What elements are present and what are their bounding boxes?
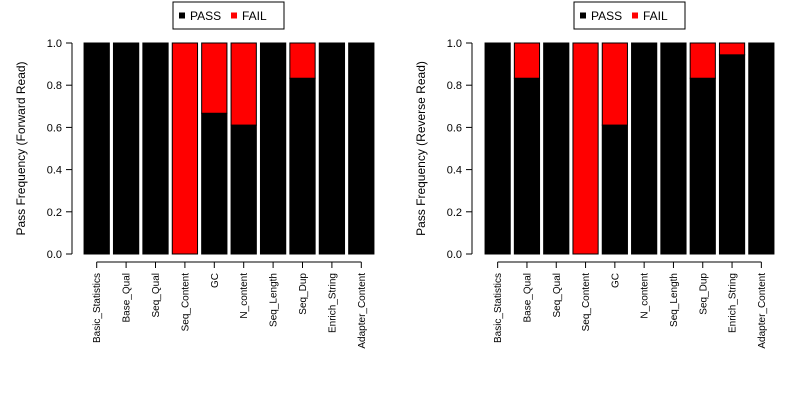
x-tick-label-n-content: N_content	[640, 273, 651, 319]
x-tick-label-seq-length: Seq_Length	[269, 273, 280, 327]
bar-pass-seq-length	[259, 42, 287, 255]
y-tick-label: 0.4	[447, 165, 462, 177]
bar-pass-gc	[601, 124, 628, 255]
bar-pass-basic-statistics	[484, 42, 511, 255]
x-tick-label-seq-qual: Seq_Qual	[552, 273, 563, 317]
x-tick-label-enrich-string: Enrich_String	[327, 273, 338, 333]
x-tick-label-adapter-content: Adapter_Content	[357, 273, 368, 349]
y-axis-label: Pass Frequency (Reverse Read)	[414, 61, 428, 236]
x-tick-label-basic-statistics: Basic_Statistics	[92, 273, 103, 343]
x-tick-label-base-qual: Base_Qual	[522, 273, 533, 322]
legend: PASS FAIL	[573, 1, 686, 30]
legend-swatch-pass	[580, 12, 586, 19]
bar-pass-base-qual	[513, 77, 541, 255]
bar-fail-seq-dup	[289, 42, 316, 79]
x-tick-label-seq-dup: Seq_Dup	[298, 273, 309, 315]
bar-pass-n-content	[631, 42, 658, 255]
y-tick-label: 0.6	[47, 122, 62, 134]
x-tick-label-seq-dup: Seq_Dup	[698, 273, 709, 315]
x-tick-label-seq-content: Seq_Content	[180, 273, 191, 332]
bar-pass-seq-length	[660, 42, 687, 255]
legend-box	[172, 1, 285, 30]
x-tick-label-base-qual: Base_Qual	[122, 273, 133, 322]
bar-pass-seq-dup	[689, 77, 716, 255]
bar-fail-seq-dup	[689, 42, 716, 79]
x-tick-label-adapter-content: Adapter_Content	[757, 273, 768, 349]
bar-pass-seq-qual	[142, 42, 169, 255]
x-tick-label-seq-qual: Seq_Qual	[151, 273, 162, 317]
y-tick-label: 0.8	[47, 80, 62, 92]
bar-pass-basic-statistics	[83, 42, 110, 255]
x-tick-label-basic-statistics: Basic_Statistics	[493, 273, 504, 343]
bar-pass-seq-dup	[289, 77, 316, 255]
x-tick-label-n-content: N_content	[239, 273, 250, 319]
y-tick-label: 0.2	[447, 207, 462, 219]
y-tick-label: 0.8	[447, 80, 462, 92]
bar-pass-adapter-content	[748, 42, 775, 255]
y-tick-label: 0.0	[47, 249, 62, 261]
bar-pass-enrich-string	[318, 42, 346, 255]
y-tick-label: 1.0	[47, 38, 62, 50]
y-axis-label: Pass Frequency (Forward Read)	[14, 61, 28, 235]
x-tick-label-gc: GC	[610, 273, 621, 288]
y-tick-label: 0.6	[447, 122, 462, 134]
bar-pass-adapter-content	[348, 42, 375, 255]
bar-pass-gc	[201, 112, 228, 255]
bar-fail-gc	[201, 42, 228, 114]
y-tick-label: 0.4	[47, 165, 62, 177]
bar-fail-n-content	[230, 42, 257, 126]
legend-box	[573, 1, 686, 30]
legend-swatch-fail	[632, 12, 638, 19]
x-tick-label-seq-content: Seq_Content	[581, 273, 592, 332]
bar-fail-enrich-string	[718, 42, 746, 56]
bar-pass-n-content	[230, 124, 257, 255]
bar-pass-enrich-string	[718, 54, 746, 255]
legend-label-pass: PASS	[591, 9, 622, 23]
bar-fail-seq-content	[171, 42, 199, 255]
forward-read-chart: Basic_Statistics Base_Qual Seq_Qual Seq_Con…	[14, 1, 375, 349]
legend-swatch-pass	[179, 12, 185, 19]
y-tick-label: 0.2	[47, 207, 62, 219]
bar-fail-base-qual	[513, 42, 541, 79]
legend-label-pass: PASS	[190, 9, 221, 23]
x-tick-label-seq-length: Seq_Length	[669, 273, 680, 327]
legend: PASS FAIL	[172, 1, 285, 30]
bar-pass-base-qual	[112, 42, 140, 255]
legend-label-fail: FAIL	[643, 9, 668, 23]
reverse-read-chart: Basic_Statistics Base_Qual Seq_Qual Seq_Con…	[414, 1, 775, 349]
legend-swatch-fail	[231, 12, 237, 19]
legend-label-fail: FAIL	[242, 9, 267, 23]
bar-fail-seq-content	[572, 42, 599, 255]
y-tick-label: 0.0	[447, 249, 462, 261]
x-tick-label-gc: GC	[210, 273, 221, 288]
bar-pass-seq-qual	[543, 42, 570, 255]
x-tick-label-enrich-string: Enrich_String	[728, 273, 739, 333]
bar-fail-gc	[601, 42, 628, 126]
y-tick-label: 1.0	[447, 38, 462, 50]
